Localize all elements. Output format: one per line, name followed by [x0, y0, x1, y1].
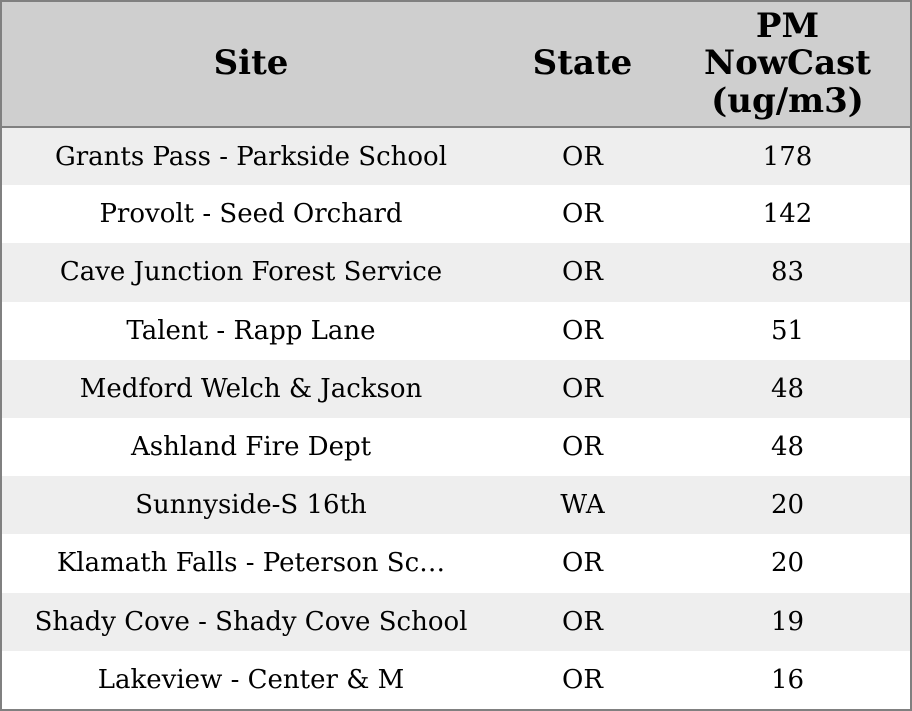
- cell-state: OR: [562, 373, 603, 404]
- cell-pm-nowcast: 142: [762, 199, 813, 230]
- cell-pm-nowcast: 51: [770, 315, 805, 346]
- cell-site: Medford Welch & Jackson: [79, 373, 423, 404]
- cell-site: Lakeview - Center & M: [97, 664, 405, 695]
- cell-site: Sunnyside-S 16th: [135, 490, 367, 521]
- table-row: Cave Junction Forest Service OR 83: [2, 243, 910, 302]
- table-header: Site State PM NowCast (ug/m3): [2, 2, 910, 128]
- cell-pm-nowcast: 48: [770, 373, 805, 404]
- cell-site: Klamath Falls - Peterson Sc…: [56, 548, 446, 579]
- table-row: Klamath Falls - Peterson Sc… OR 20: [2, 534, 910, 593]
- table-body: Grants Pass - Parkside School OR 178 Provol…: [2, 127, 910, 709]
- cell-state: OR: [562, 257, 603, 288]
- cell-pm-nowcast: 178: [762, 141, 813, 172]
- col-header-state-label: State: [532, 43, 633, 84]
- cell-state: OR: [562, 141, 603, 172]
- table-row: Talent - Rapp Lane OR 51: [2, 301, 910, 360]
- cell-site: Grants Pass - Parkside School: [54, 141, 448, 172]
- table-row: Shady Cove - Shady Cove School OR 19: [2, 592, 910, 651]
- cell-pm-nowcast: 83: [770, 257, 805, 288]
- table-row: Medford Welch & Jackson OR 48: [2, 359, 910, 418]
- table-row: Provolt - Seed Orchard OR 142: [2, 185, 910, 244]
- col-header-pm-nowcast-label: PM NowCast (ug/m3): [704, 5, 871, 121]
- cell-pm-nowcast: 19: [770, 606, 805, 637]
- cell-state: OR: [562, 432, 603, 463]
- col-header-pm-nowcast: PM NowCast (ug/m3): [665, 2, 910, 128]
- col-header-state: State: [500, 2, 665, 128]
- cell-state: OR: [562, 606, 603, 637]
- cell-state: OR: [562, 315, 603, 346]
- table-row: Grants Pass - Parkside School OR 178: [2, 127, 910, 186]
- table-row: Sunnyside-S 16th WA 20: [2, 476, 910, 535]
- cell-state: OR: [562, 199, 603, 230]
- cell-pm-nowcast: 48: [770, 432, 805, 463]
- cell-state: OR: [562, 664, 603, 695]
- col-header-site-label: Site: [213, 43, 289, 84]
- cell-pm-nowcast: 16: [770, 664, 805, 695]
- table-row: Ashland Fire Dept OR 48: [2, 417, 910, 477]
- cell-site: Provolt - Seed Orchard: [99, 199, 403, 230]
- cell-site: Cave Junction Forest Service: [59, 257, 443, 288]
- cell-site: Talent - Rapp Lane: [126, 315, 376, 346]
- cell-pm-nowcast: 20: [770, 490, 805, 521]
- cell-state: WA: [560, 490, 605, 521]
- header-row: Site State PM NowCast (ug/m3): [2, 2, 910, 128]
- cell-pm-nowcast: 20: [770, 548, 805, 579]
- cell-state: OR: [562, 548, 603, 579]
- table-row: Lakeview - Center & M OR 16: [2, 650, 910, 709]
- cell-site: Shady Cove - Shady Cove School: [34, 606, 468, 637]
- cell-site: Ashland Fire Dept: [130, 432, 372, 463]
- col-header-site: Site: [2, 2, 500, 128]
